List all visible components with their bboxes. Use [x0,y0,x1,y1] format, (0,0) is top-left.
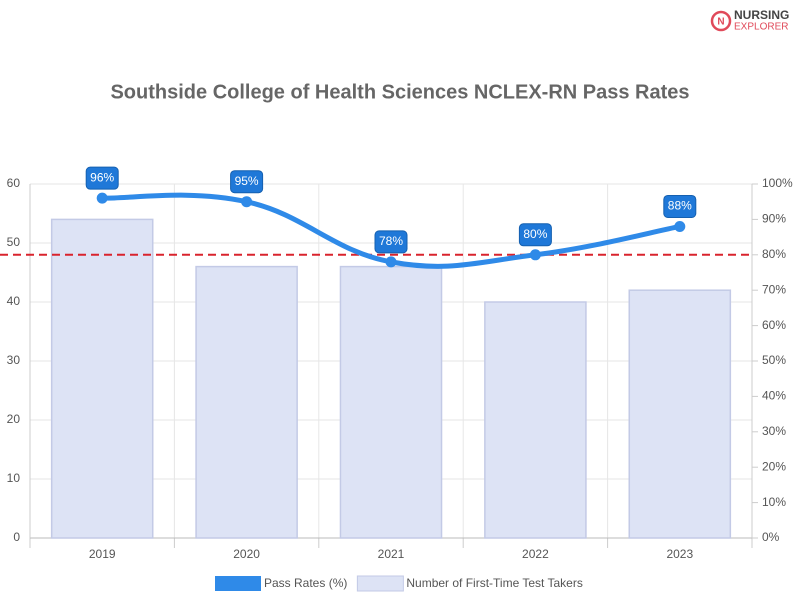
chart-title: Southside College of Health Sciences NCL… [110,81,689,103]
logo: N NURSING EXPLORER [710,8,789,33]
y-tick-label: 50 [7,235,21,249]
y-tick-label: 0 [13,530,20,544]
line-point [529,249,541,261]
value-label-box [85,166,119,190]
y-tick-label: 40 [7,294,21,308]
legend-label: Number of First-Time Test Takers [406,576,582,590]
value-label-box [518,223,552,247]
y-tick-label: 10 [7,471,21,485]
value-label-box [374,230,408,254]
x-tick-label: 2019 [89,547,116,561]
bar [339,265,443,539]
value-label-box [230,170,264,194]
value-label: 78% [379,234,403,248]
bar [50,218,154,539]
y2-tick-label: 40% [762,389,786,403]
value-label: 80% [523,227,547,241]
bar [484,301,587,539]
legend-swatch [356,575,404,592]
y2-tick-label: 90% [762,212,786,226]
y-tick-label: 30 [7,353,21,367]
y2-tick-label: 60% [762,318,786,332]
logo-icon-text: N [717,17,724,28]
x-tick-label: 2022 [522,547,549,561]
logo-line1: NURSING [734,8,789,22]
value-label-box [663,194,697,218]
line-point [674,220,686,232]
y2-tick-label: 20% [762,459,786,473]
line-point [96,192,108,204]
y-tick-label: 20 [7,412,21,426]
y2-tick-label: 50% [762,353,786,367]
bar [195,265,298,539]
value-label: 88% [668,199,692,213]
logo-line2: EXPLORER [734,22,788,33]
y2-tick-label: 100% [762,176,793,190]
line-point [241,196,253,208]
y2-tick-label: 10% [762,495,786,509]
legend-label: Pass Rates (%) [264,576,347,590]
x-tick-label: 2020 [233,547,260,561]
value-label: 95% [235,174,259,188]
value-label: 96% [90,170,114,184]
line-point [385,256,397,268]
legend-swatch [215,576,261,591]
y2-tick-label: 70% [762,282,786,296]
y-tick-label: 60 [7,176,21,190]
x-tick-label: 2021 [378,547,405,561]
y2-tick-label: 30% [762,424,786,438]
bar [628,289,732,539]
y2-tick-label: 80% [762,247,786,261]
logo-icon [710,10,732,32]
y2-tick-label: 0% [762,530,780,544]
x-tick-label: 2023 [666,547,693,561]
